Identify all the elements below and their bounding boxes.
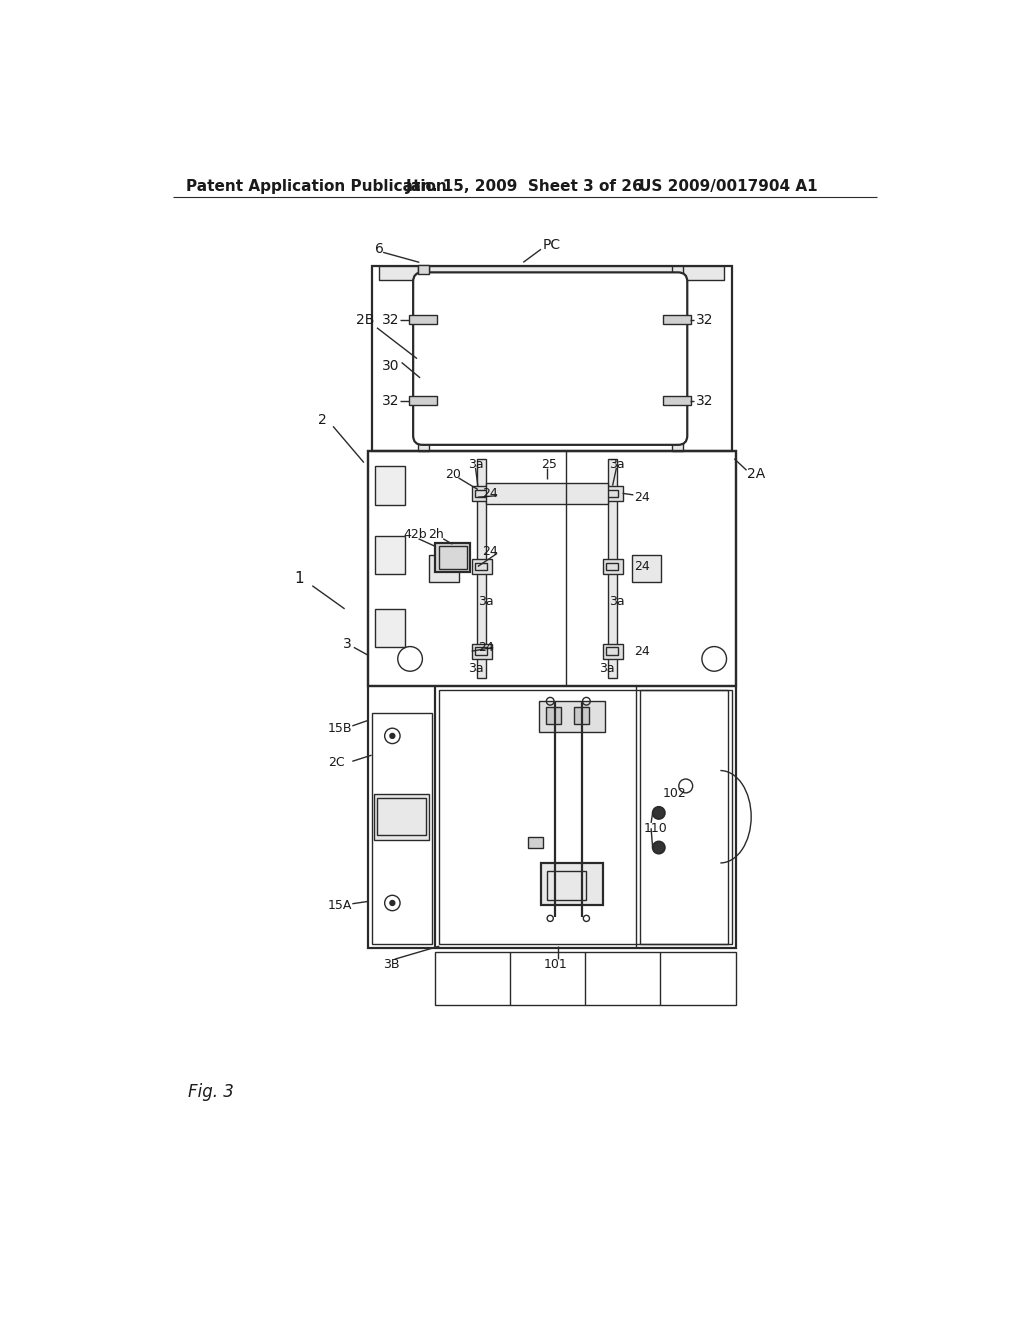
Bar xyxy=(602,644,623,659)
Bar xyxy=(574,708,590,725)
Text: 3: 3 xyxy=(343,636,352,651)
Bar xyxy=(541,863,602,906)
Text: 15B: 15B xyxy=(328,722,352,735)
Bar xyxy=(640,689,728,944)
Bar xyxy=(372,267,732,451)
Text: 30: 30 xyxy=(382,359,399,374)
Text: 6: 6 xyxy=(376,243,384,256)
Text: 2: 2 xyxy=(317,413,327,428)
Bar xyxy=(605,562,617,570)
Circle shape xyxy=(390,734,394,738)
Bar xyxy=(664,396,691,405)
Bar xyxy=(486,483,608,504)
Bar xyxy=(605,647,617,655)
Text: 32: 32 xyxy=(382,393,399,408)
Bar xyxy=(435,543,470,572)
Bar xyxy=(475,562,487,570)
Text: 32: 32 xyxy=(695,313,714,327)
Bar xyxy=(528,837,544,847)
Bar xyxy=(418,267,429,451)
Bar xyxy=(376,609,404,647)
Bar xyxy=(374,793,429,840)
Bar xyxy=(672,267,683,451)
Bar xyxy=(372,713,432,944)
Text: 2h: 2h xyxy=(428,528,443,541)
Bar xyxy=(368,451,736,686)
Text: 2B: 2B xyxy=(356,313,375,327)
Bar xyxy=(368,451,736,948)
Bar xyxy=(475,647,487,655)
Text: Fig. 3: Fig. 3 xyxy=(188,1082,234,1101)
Bar xyxy=(376,466,404,506)
Bar xyxy=(410,315,437,323)
Text: 3a: 3a xyxy=(599,663,614,676)
Circle shape xyxy=(390,900,394,906)
Bar xyxy=(540,701,605,733)
Bar xyxy=(472,486,492,502)
Text: 24: 24 xyxy=(478,640,494,653)
Circle shape xyxy=(652,841,665,854)
Text: 24: 24 xyxy=(634,491,650,504)
Circle shape xyxy=(390,803,394,808)
Text: 2A: 2A xyxy=(748,467,766,480)
Text: 20: 20 xyxy=(444,467,461,480)
Text: 3a: 3a xyxy=(608,458,625,471)
Bar xyxy=(418,264,429,275)
FancyBboxPatch shape xyxy=(413,272,687,445)
Text: 3a: 3a xyxy=(478,594,494,607)
Bar xyxy=(477,459,486,678)
Text: 3a: 3a xyxy=(468,458,483,471)
Bar xyxy=(547,871,586,900)
Text: 24: 24 xyxy=(634,560,650,573)
Text: 32: 32 xyxy=(695,393,714,408)
Bar xyxy=(439,689,732,944)
Text: 102: 102 xyxy=(663,787,686,800)
Text: 32: 32 xyxy=(382,313,399,327)
Bar xyxy=(438,545,467,569)
Bar xyxy=(472,644,492,659)
Text: 110: 110 xyxy=(643,822,667,834)
Text: Jan. 15, 2009  Sheet 3 of 26: Jan. 15, 2009 Sheet 3 of 26 xyxy=(407,178,644,194)
Text: US 2009/0017904 A1: US 2009/0017904 A1 xyxy=(639,178,817,194)
Text: 24: 24 xyxy=(481,545,498,557)
Text: 1: 1 xyxy=(295,570,304,586)
Text: PC: PC xyxy=(543,238,560,252)
Bar xyxy=(429,554,459,582)
Bar xyxy=(602,558,623,574)
Bar xyxy=(632,554,662,582)
Bar xyxy=(664,315,691,323)
Bar xyxy=(608,459,617,678)
Text: 42b: 42b xyxy=(403,528,427,541)
Text: 3a: 3a xyxy=(608,594,625,607)
Text: 25: 25 xyxy=(541,458,557,471)
Bar xyxy=(410,396,437,405)
Text: 3B: 3B xyxy=(383,958,399,972)
Text: 101: 101 xyxy=(544,958,567,972)
Text: 3a: 3a xyxy=(468,663,483,676)
Text: 15A: 15A xyxy=(328,899,352,912)
Text: Patent Application Publication: Patent Application Publication xyxy=(186,178,446,194)
Text: 2C: 2C xyxy=(328,756,344,770)
Text: 24: 24 xyxy=(481,487,498,500)
Bar xyxy=(605,490,617,498)
Bar xyxy=(472,558,492,574)
Bar xyxy=(546,708,561,725)
Text: 24: 24 xyxy=(634,644,650,657)
Bar xyxy=(435,952,736,1006)
Bar xyxy=(376,536,404,574)
Bar xyxy=(602,486,623,502)
Bar xyxy=(377,799,426,836)
Bar xyxy=(379,267,724,280)
Bar xyxy=(475,490,487,498)
Circle shape xyxy=(652,807,665,818)
